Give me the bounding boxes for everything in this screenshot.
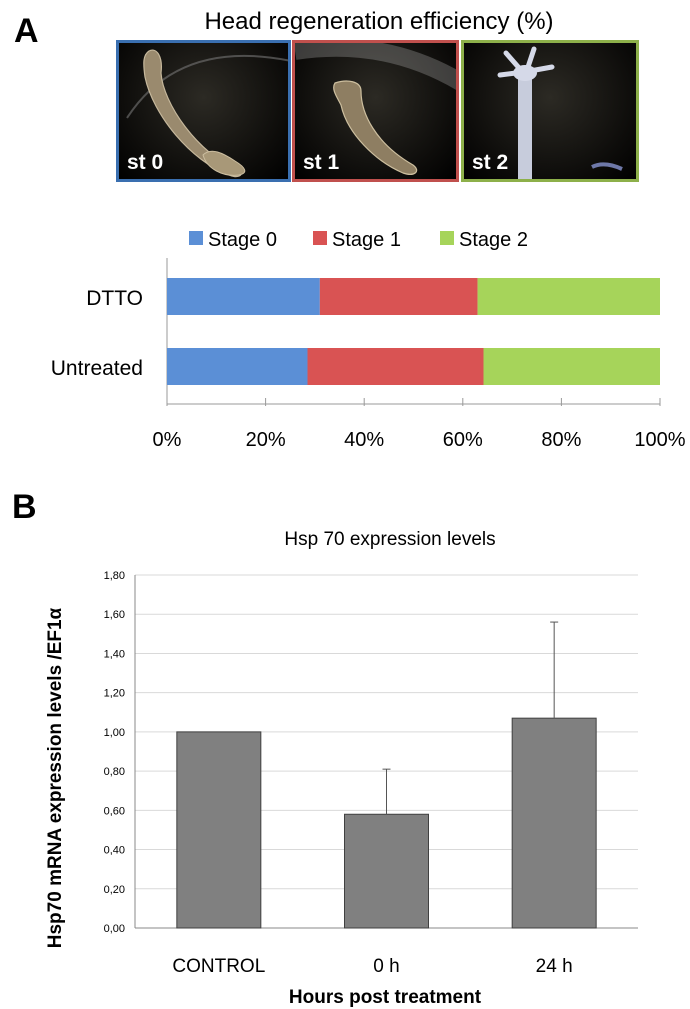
chart-b-y-tick-label: 1,80 <box>104 570 125 582</box>
chart-b-category-label: 24 h <box>536 956 573 977</box>
chart-b-x-axis-label: Hours post treatment <box>289 987 482 1008</box>
chart-b-y-tick-label: 1,60 <box>104 609 125 621</box>
bar-control <box>176 731 262 929</box>
chart-a-tick-label: 60% <box>443 429 483 451</box>
planarian-stage-0-illustration <box>126 49 288 178</box>
stage-0-photo-label: st 0 <box>127 151 164 174</box>
bar-untreated-stage-1 <box>307 348 484 385</box>
panel-b-label: B <box>12 488 37 526</box>
stage-1-photo-label: st 1 <box>303 151 340 174</box>
bar-dtto-stage-0 <box>167 278 320 315</box>
panel-a-title: Head regeneration efficiency (%) <box>204 8 554 35</box>
chart-b-y-tick-label: 0,40 <box>104 845 125 857</box>
chart-b-y-tick-label: 1,40 <box>104 648 125 660</box>
chart-b-y-axis-label: Hsp70 mRNA expression levels /EF1α <box>45 607 66 949</box>
legend-swatch-1 <box>313 231 327 245</box>
chart-a-tick-label: 0% <box>153 429 182 451</box>
regeneration-stacked-bar-chart: Stage 0 Stage 1 Stage 2 0% 20% 40% 60% 80% 100% D… <box>51 229 686 451</box>
stage-1-photo: st 1 <box>292 40 459 182</box>
chart-a-tick-label: 40% <box>344 429 384 451</box>
legend-swatch-0 <box>189 231 203 245</box>
chart-b-y-tick-label: 0,20 <box>104 884 125 896</box>
stage-2-photo-label: st 2 <box>472 151 509 174</box>
bar-dtto-stage-2 <box>477 278 660 315</box>
chart-b-y-tick-label: 0,80 <box>104 766 125 778</box>
stage-0-photo: st 0 <box>116 40 291 182</box>
chart-b-category-label: CONTROL <box>172 956 265 977</box>
panel-a-label: A <box>14 12 39 50</box>
chart-b-title: Hsp 70 expression levels <box>284 529 495 550</box>
planarian-stage-1-illustration <box>295 43 456 175</box>
legend-swatch-2 <box>440 231 454 245</box>
chart-b-category-label: 0 h <box>373 956 399 977</box>
chart-a-tick-label: 100% <box>634 429 685 451</box>
bar-untreated-stage-2 <box>483 348 660 385</box>
legend-label-2: Stage 2 <box>459 229 528 251</box>
bar-24-h <box>511 717 597 929</box>
chart-b-y-tick-label: 1,00 <box>104 727 125 739</box>
legend-label-0: Stage 0 <box>208 229 277 251</box>
category-label-dtto: DTTO <box>86 287 143 310</box>
chart-b-y-tick-label: 0,00 <box>104 923 125 935</box>
bar-untreated-stage-0 <box>167 348 308 385</box>
chart-b-y-tick-label: 1,20 <box>104 688 125 700</box>
bar-0-h <box>344 813 429 929</box>
chart-b-y-tick-label: 0,60 <box>104 805 125 817</box>
legend-label-1: Stage 1 <box>332 229 401 251</box>
chart-a-tick-label: 20% <box>246 429 286 451</box>
stage-2-photo: st 2 <box>461 40 639 182</box>
bar-dtto-stage-1 <box>319 278 478 315</box>
category-label-untreated: Untreated <box>51 357 143 380</box>
chart-a-tick-label: 80% <box>541 429 581 451</box>
hydra-stage-2-illustration <box>497 46 623 179</box>
